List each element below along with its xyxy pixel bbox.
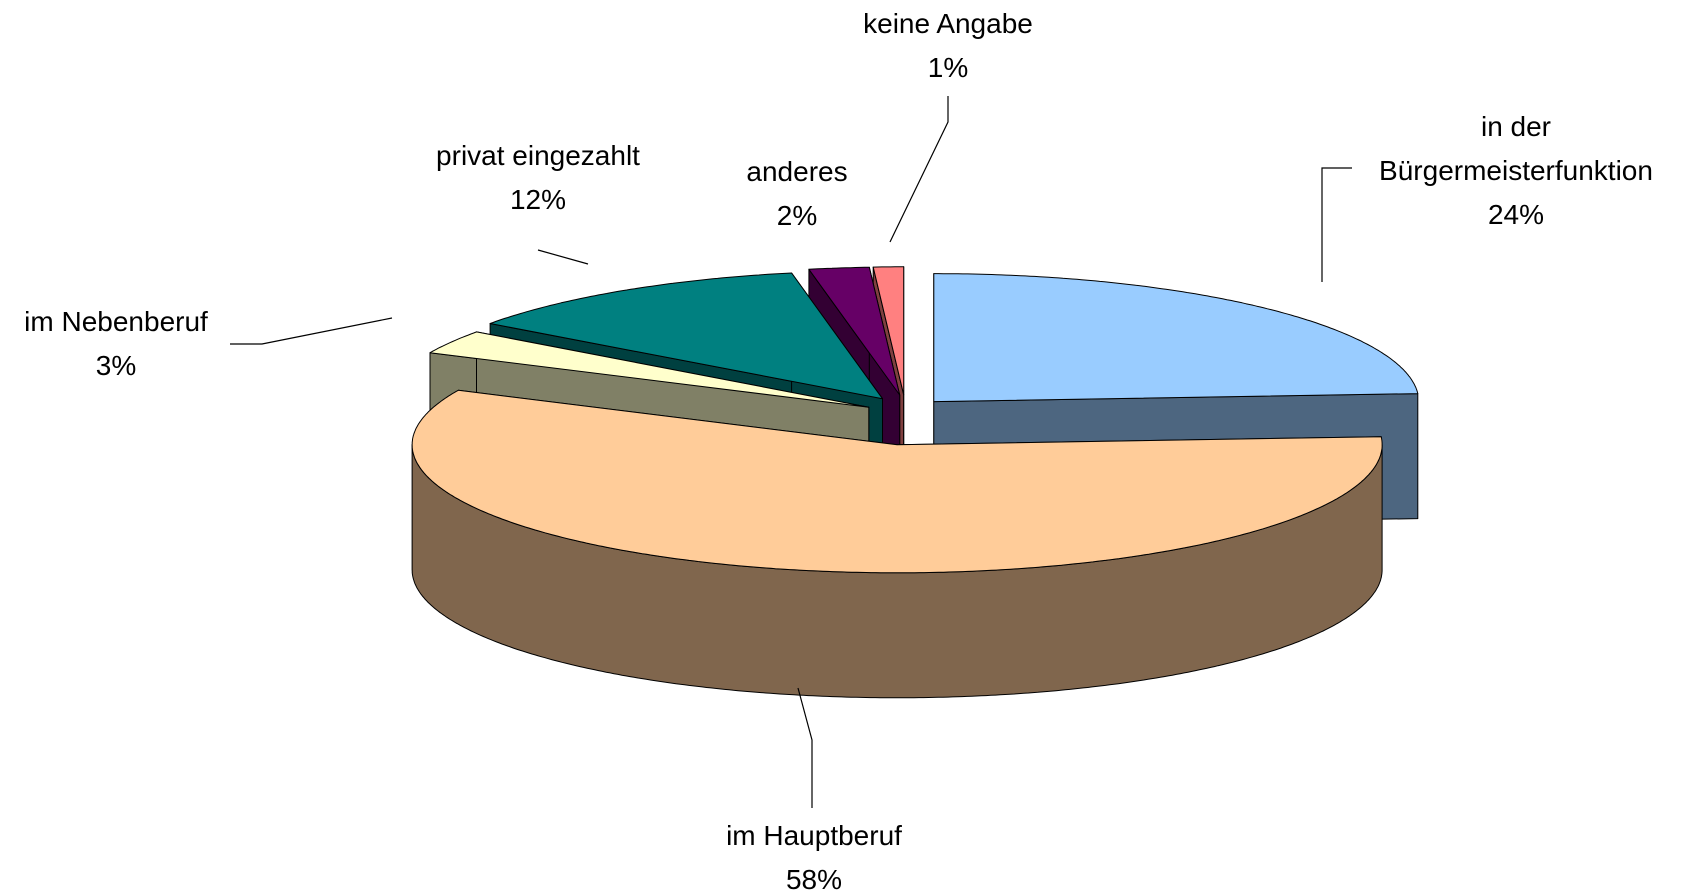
category-label: privat eingezahlt [436, 140, 640, 171]
category-label: anderes [746, 156, 848, 187]
slice [489, 272, 883, 400]
leader-line [797, 687, 813, 808]
data-label: privat eingezahlt 12% [436, 134, 640, 222]
slice [429, 331, 870, 408]
leader-line [889, 96, 949, 243]
slice [933, 273, 1419, 403]
leader-line [230, 317, 393, 345]
data-label: anderes 2% [746, 150, 847, 238]
value-label: 58% [785, 864, 843, 894]
value-label: 3% [95, 350, 137, 381]
leader-line [1321, 167, 1352, 282]
leader-line [537, 249, 589, 265]
category-label: im Hauptberuf [726, 820, 902, 851]
category-label: in der Bürgermeisterfunktion [1379, 111, 1653, 186]
data-label: im Hauptberuf 58% [726, 814, 902, 894]
value-label: 12% [509, 184, 567, 215]
value-label: 1% [927, 52, 969, 83]
data-label: keine Angabe 1% [863, 2, 1033, 90]
slice [808, 266, 901, 396]
data-label: in der Bürgermeisterfunktion 24% [1356, 105, 1676, 237]
value-label: 24% [1487, 199, 1545, 230]
leader-lines [230, 96, 1352, 808]
category-label: keine Angabe [863, 8, 1033, 39]
category-label: im Nebenberuf [24, 306, 208, 337]
slice [872, 266, 905, 396]
value-label: 2% [776, 200, 818, 231]
data-label: im Nebenberuf 3% [24, 300, 208, 388]
slice [411, 389, 1383, 574]
